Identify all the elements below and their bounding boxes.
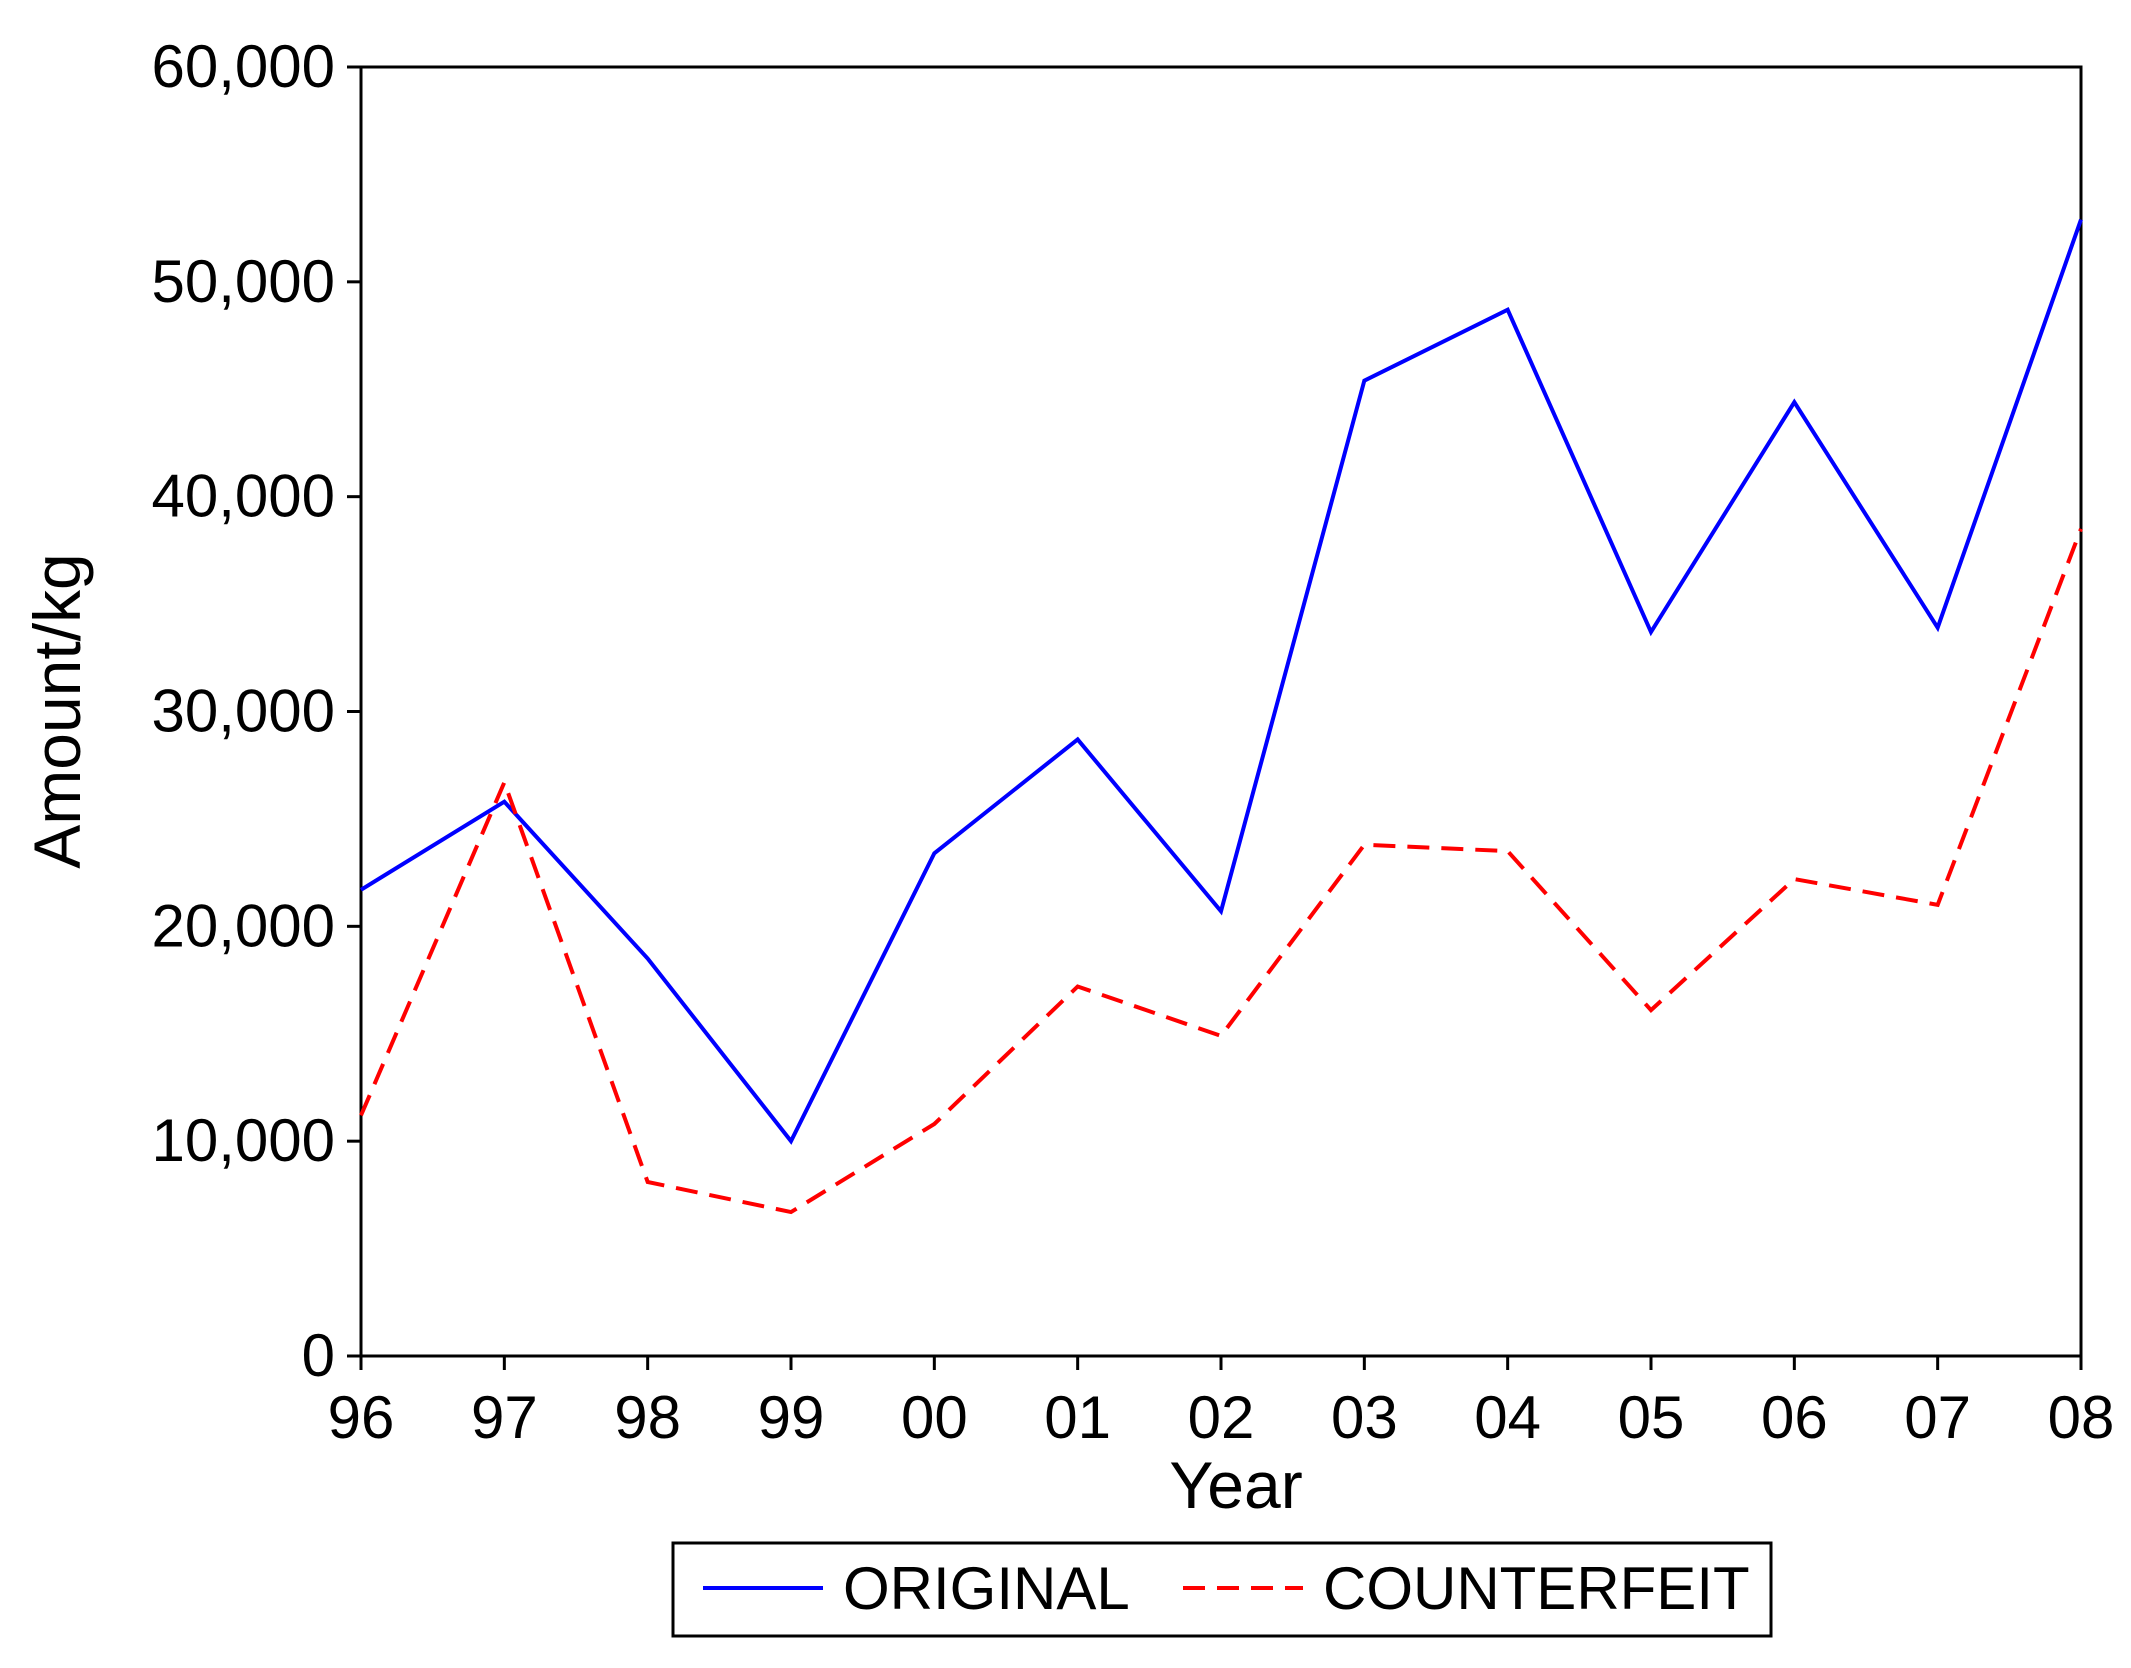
y-tick-label: 40,000 — [151, 463, 335, 530]
data-point-counterfeit — [1077, 986, 1078, 987]
x-tick-label: 02 — [1188, 1384, 1255, 1451]
x-tick-label: 98 — [614, 1384, 681, 1451]
data-point-original — [2081, 219, 2082, 220]
data-point-counterfeit — [934, 1123, 935, 1124]
data-point-counterfeit — [2081, 528, 2082, 529]
data-point-original — [1221, 911, 1222, 912]
x-tick-label: 01 — [1044, 1384, 1111, 1451]
y-tick-label: 30,000 — [151, 678, 335, 745]
y-axis: 0 10,000 20,000 30,000 40,000 50,000 60,000 — [151, 33, 361, 1389]
x-tick-label: 07 — [1904, 1384, 1971, 1451]
data-point-counterfeit — [1364, 844, 1365, 845]
legend: ORIGINAL COUNTERFEIT — [671, 1541, 1773, 1638]
data-point-counterfeit — [1937, 904, 1938, 905]
data-point-original — [1937, 627, 1938, 628]
y-tick-label: 20,000 — [151, 892, 335, 959]
data-point-counterfeit — [1221, 1035, 1222, 1036]
y-tick-label: 10,000 — [151, 1107, 335, 1174]
data-point-counterfeit — [791, 1212, 792, 1213]
series-layer — [359, 218, 2083, 1215]
y-tick-label: 0 — [302, 1322, 335, 1389]
data-point-counterfeit — [504, 782, 505, 783]
series-line-original — [359, 218, 2083, 1145]
x-axis-title: Year — [1169, 1448, 1302, 1522]
data-point-original — [1364, 380, 1365, 381]
x-tick-label: 05 — [1618, 1384, 1685, 1451]
x-axis: 96 97 98 99 00 01 02 03 04 05 06 07 08 — [328, 1356, 2115, 1451]
data-point-original — [1077, 739, 1078, 740]
data-point-counterfeit — [1794, 879, 1795, 880]
data-point-original — [791, 1141, 792, 1142]
data-point-original — [1507, 309, 1508, 310]
x-tick-label: 06 — [1761, 1384, 1828, 1451]
x-tick-label: 00 — [901, 1384, 968, 1451]
x-tick-label: 03 — [1331, 1384, 1398, 1451]
y-tick-label: 50,000 — [151, 248, 335, 315]
x-tick-label: 08 — [2048, 1384, 2115, 1451]
data-point-counterfeit — [361, 1115, 362, 1116]
series-line-counterfeit — [359, 528, 2083, 1215]
data-point-counterfeit — [1507, 851, 1508, 852]
y-tick-label: 60,000 — [151, 33, 335, 100]
data-point-original — [504, 801, 505, 802]
data-point-original — [361, 889, 362, 890]
plot-frame — [359, 65, 2083, 1358]
data-point-original — [1794, 402, 1795, 403]
data-point-original — [647, 958, 648, 959]
data-point-original — [1651, 632, 1652, 633]
legend-label-counterfeit: COUNTERFEIT — [1323, 1555, 1750, 1622]
data-point-counterfeit — [1651, 1010, 1652, 1011]
x-tick-label: 04 — [1474, 1384, 1541, 1451]
x-tick-label: 99 — [758, 1384, 825, 1451]
y-axis-title: Amount/kg — [20, 553, 94, 869]
data-point-original — [934, 853, 935, 854]
x-tick-label: 96 — [328, 1384, 395, 1451]
x-tick-label: 97 — [471, 1384, 538, 1451]
data-point-counterfeit — [647, 1181, 648, 1182]
legend-label-original: ORIGINAL — [843, 1555, 1130, 1622]
